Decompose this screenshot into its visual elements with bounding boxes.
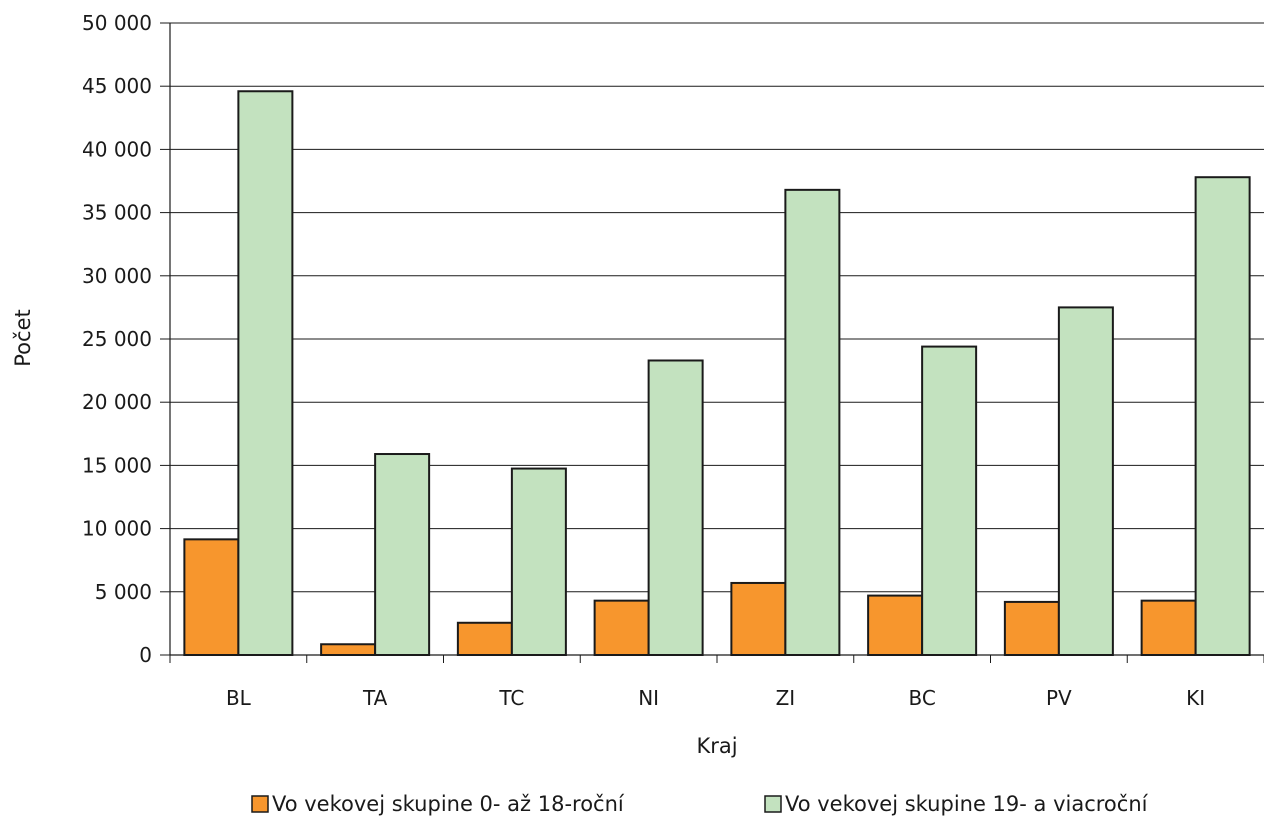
grid-lines: [170, 22, 1264, 593]
y-tick-label: 20 000: [82, 390, 152, 414]
y-tick-label: 35 000: [82, 201, 152, 225]
bar-bc-series-2: [921, 345, 978, 656]
y-tick-label: 25 000: [82, 327, 152, 351]
bar-ki-series-2: [1194, 176, 1251, 656]
x-tick-labels: BL TA TC NI ZI BC PV KI: [226, 686, 1205, 710]
y-tick-label: 45 000: [82, 74, 152, 98]
legend-swatch: [251, 795, 269, 813]
bar-ki-series-1: [1140, 599, 1197, 657]
x-tick-label: ZI: [776, 686, 796, 710]
bar-ta-series-1: [320, 643, 377, 656]
bar-pv-series-2: [1057, 306, 1114, 656]
y-tick-label: 50 000: [82, 11, 152, 35]
x-tick-label: TC: [498, 686, 524, 710]
x-tick-label: KI: [1186, 686, 1205, 710]
bars: [183, 90, 1251, 657]
bar-tc-series-2: [510, 467, 567, 656]
y-tick-label: 10 000: [82, 517, 152, 541]
bar-ta-series-2: [374, 453, 431, 656]
y-tick-label: 40 000: [82, 137, 152, 161]
bar-zi-series-1: [730, 581, 787, 657]
x-tick-label: BC: [908, 686, 935, 710]
legend-label: Vo vekovej skupine 19- a viacroční: [785, 792, 1149, 816]
axes: [160, 22, 1264, 663]
bar-ni-series-1: [593, 599, 650, 657]
bar-pv-series-1: [1003, 600, 1060, 656]
legend-swatch: [764, 795, 782, 813]
x-tick-label: NI: [638, 686, 659, 710]
legend: Vo vekovej skupine 0- až 18-roční Vo veko…: [251, 792, 1149, 816]
bar-zi-series-2: [784, 188, 841, 657]
x-tick-label: TA: [362, 686, 388, 710]
y-tick-label: 0: [139, 643, 152, 667]
x-axis-title: Kraj: [696, 734, 737, 758]
bar-tc-series-1: [456, 621, 513, 657]
y-tick-label: 5 000: [95, 580, 152, 604]
x-tick-label: PV: [1046, 686, 1072, 710]
legend-label: Vo vekovej skupine 0- až 18-roční: [272, 792, 625, 816]
y-tick-label: 30 000: [82, 264, 152, 288]
y-tick-label: 15 000: [82, 453, 152, 477]
bar-ni-series-2: [647, 359, 704, 656]
bar-bl-series-1: [183, 538, 240, 656]
y-axis-title: Počet: [11, 309, 35, 366]
bar-bl-series-2: [237, 90, 294, 657]
x-tick-label: BL: [226, 686, 252, 710]
y-tick-labels: 0 5 000 10 000 15 000 20 000 25 000 30 000 35 0…: [82, 11, 152, 667]
bar-bc-series-1: [867, 594, 924, 656]
